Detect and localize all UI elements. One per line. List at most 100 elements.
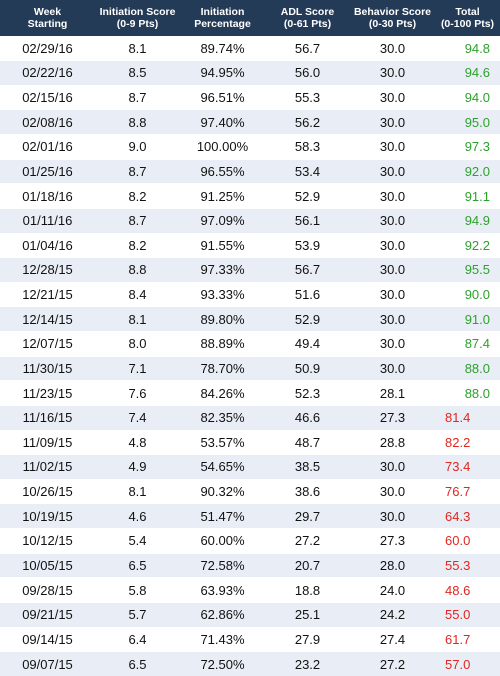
adl-score-cell: 56.7 — [265, 257, 350, 283]
behavior-score-cell: 30.0 — [350, 60, 435, 86]
total-cell: 94.9 — [435, 207, 500, 233]
initiation-percentage-cell: 89.74% — [180, 35, 265, 61]
adl-score-cell: 46.6 — [265, 404, 350, 430]
week-cell: 02/15/16 — [0, 84, 95, 110]
header-line: (0-61 Pts) — [283, 17, 332, 30]
initiation-score-cell: 8.7 — [95, 207, 180, 233]
header-initiation-percentage: Initiation Percentage — [180, 0, 265, 36]
header-line: Behavior Score — [353, 5, 432, 18]
header-total: Total (0-100 Pts) — [435, 0, 500, 36]
behavior-score-cell: 27.3 — [350, 528, 435, 554]
week-cell: 11/23/15 — [0, 380, 95, 406]
initiation-percentage-cell: 93.33% — [180, 281, 265, 307]
week-cell: 09/21/15 — [0, 601, 95, 627]
table-row: 11/02/15 4.9 54.65% 38.5 30.0 73.4 — [0, 454, 500, 480]
initiation-score-cell: 6.5 — [95, 651, 180, 676]
week-cell: 02/01/16 — [0, 134, 95, 160]
table-row: 02/29/16 8.1 89.74% 56.7 30.0 94.8 — [0, 35, 500, 61]
header-behavior-score: Behavior Score (0-30 Pts) — [350, 0, 435, 36]
initiation-score-cell: 8.8 — [95, 257, 180, 283]
initiation-score-cell: 7.4 — [95, 404, 180, 430]
header-line: Starting — [27, 17, 68, 30]
table-row: 01/25/16 8.7 96.55% 53.4 30.0 92.0 — [0, 158, 500, 184]
initiation-percentage-cell: 96.51% — [180, 84, 265, 110]
table-row: 02/22/16 8.5 94.95% 56.0 30.0 94.6 — [0, 60, 500, 86]
total-cell: 90.0 — [435, 281, 500, 307]
header-line: Initiation — [200, 5, 245, 18]
week-cell: 10/26/15 — [0, 478, 95, 504]
week-cell: 11/30/15 — [0, 355, 95, 381]
behavior-score-cell: 30.0 — [350, 306, 435, 332]
initiation-score-cell: 8.2 — [95, 183, 180, 209]
total-cell: 73.4 — [435, 454, 500, 480]
total-cell: 55.0 — [435, 601, 500, 627]
initiation-score-cell: 8.2 — [95, 232, 180, 258]
adl-score-cell: 38.5 — [265, 454, 350, 480]
initiation-score-cell: 5.7 — [95, 601, 180, 627]
total-cell: 81.4 — [435, 404, 500, 430]
initiation-score-cell: 8.7 — [95, 158, 180, 184]
initiation-percentage-cell: 72.58% — [180, 552, 265, 578]
behavior-score-cell: 30.0 — [350, 281, 435, 307]
table-row: 01/18/16 8.2 91.25% 52.9 30.0 91.1 — [0, 183, 500, 209]
initiation-percentage-cell: 51.47% — [180, 503, 265, 529]
behavior-score-cell: 30.0 — [350, 158, 435, 184]
week-cell: 01/04/16 — [0, 232, 95, 258]
initiation-percentage-cell: 62.86% — [180, 601, 265, 627]
table-row: 09/28/15 5.8 63.93% 18.8 24.0 48.6 — [0, 577, 500, 603]
week-cell: 12/28/15 — [0, 257, 95, 283]
adl-score-cell: 25.1 — [265, 601, 350, 627]
adl-score-cell: 56.0 — [265, 60, 350, 86]
initiation-score-cell: 8.5 — [95, 60, 180, 86]
initiation-score-cell: 8.8 — [95, 109, 180, 135]
adl-score-cell: 55.3 — [265, 84, 350, 110]
table-row: 12/14/15 8.1 89.80% 52.9 30.0 91.0 — [0, 306, 500, 332]
adl-score-cell: 56.2 — [265, 109, 350, 135]
initiation-percentage-cell: 90.32% — [180, 478, 265, 504]
total-cell: 55.3 — [435, 552, 500, 578]
behavior-score-cell: 30.0 — [350, 232, 435, 258]
total-cell: 64.3 — [435, 503, 500, 529]
adl-score-cell: 56.7 — [265, 35, 350, 61]
initiation-score-cell: 6.4 — [95, 626, 180, 652]
initiation-percentage-cell: 54.65% — [180, 454, 265, 480]
table-row: 09/21/15 5.7 62.86% 25.1 24.2 55.0 — [0, 601, 500, 627]
total-cell: 76.7 — [435, 478, 500, 504]
behavior-score-cell: 28.0 — [350, 552, 435, 578]
behavior-score-cell: 30.0 — [350, 331, 435, 357]
table-row: 02/08/16 8.8 97.40% 56.2 30.0 95.0 — [0, 109, 500, 135]
behavior-score-cell: 27.3 — [350, 404, 435, 430]
table-row: 11/16/15 7.4 82.35% 46.6 27.3 81.4 — [0, 404, 500, 430]
total-cell: 97.3 — [435, 134, 500, 160]
table-header: Week Starting Initiation Score (0-9 Pts) I… — [0, 0, 500, 36]
header-week-starting: Week Starting — [0, 0, 95, 36]
initiation-percentage-cell: 78.70% — [180, 355, 265, 381]
week-cell: 02/08/16 — [0, 109, 95, 135]
week-cell: 10/12/15 — [0, 528, 95, 554]
initiation-score-cell: 9.0 — [95, 134, 180, 160]
initiation-score-cell: 4.9 — [95, 454, 180, 480]
initiation-score-cell: 8.1 — [95, 306, 180, 332]
behavior-score-cell: 24.0 — [350, 577, 435, 603]
behavior-score-cell: 30.0 — [350, 183, 435, 209]
total-cell: 94.8 — [435, 35, 500, 61]
initiation-percentage-cell: 100.00% — [180, 134, 265, 160]
initiation-percentage-cell: 97.09% — [180, 207, 265, 233]
table-row: 10/26/15 8.1 90.32% 38.6 30.0 76.7 — [0, 478, 500, 504]
adl-score-cell: 56.1 — [265, 207, 350, 233]
total-cell: 91.0 — [435, 306, 500, 332]
total-cell: 48.6 — [435, 577, 500, 603]
total-cell: 57.0 — [435, 651, 500, 676]
total-cell: 91.1 — [435, 183, 500, 209]
total-cell: 95.0 — [435, 109, 500, 135]
adl-score-cell: 58.3 — [265, 134, 350, 160]
initiation-score-cell: 8.0 — [95, 331, 180, 357]
behavior-score-cell: 30.0 — [350, 109, 435, 135]
week-cell: 01/11/16 — [0, 207, 95, 233]
initiation-score-cell: 8.1 — [95, 35, 180, 61]
initiation-percentage-cell: 88.89% — [180, 331, 265, 357]
behavior-score-cell: 30.0 — [350, 454, 435, 480]
initiation-percentage-cell: 94.95% — [180, 60, 265, 86]
initiation-score-cell: 8.7 — [95, 84, 180, 110]
